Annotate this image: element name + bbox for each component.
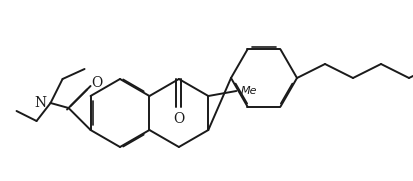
Text: O: O [173, 112, 184, 126]
Text: Me: Me [240, 86, 256, 96]
Text: N: N [34, 96, 46, 110]
Text: O: O [91, 76, 102, 90]
